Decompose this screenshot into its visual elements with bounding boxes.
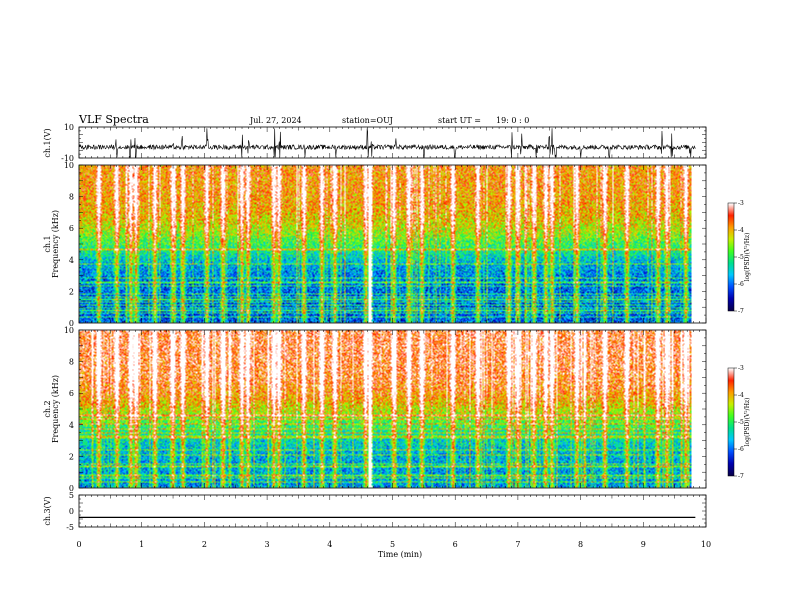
ch2-colorbar-label: log(PSD)(V²/Hz) [744, 398, 751, 447]
ch1-spectrogram-ytick-label: 10 [64, 161, 74, 170]
x-tick-label: 1 [139, 540, 144, 549]
ch2-spectrogram-ylabel-freq: Frequency (kHz) [51, 375, 60, 443]
ch3-waveform-ytick-label: 5 [69, 491, 74, 500]
figure-start-time: 19: 0 : 0 [496, 116, 529, 125]
ch1-colorbar-tick-label: -4 [738, 227, 744, 234]
x-tick-label: 5 [390, 540, 395, 549]
x-tick-label: 8 [578, 540, 583, 549]
ch2-spectrogram-ytick-label: 8 [69, 358, 74, 367]
ch1-waveform-ylabel: ch.1(V) [43, 128, 52, 157]
x-tick-label: 10 [701, 540, 711, 549]
x-tick-label: 6 [453, 540, 458, 549]
ch2-colorbar-tick-label: -3 [738, 365, 744, 372]
ch1-colorbar-tick-label: -7 [738, 308, 744, 315]
ch2-spectrogram-ytick-label: 6 [69, 389, 74, 398]
ch1-colorbar-label: log(PSD)(V²/Hz) [744, 233, 751, 282]
x-tick-label: 2 [202, 540, 207, 549]
figure-date: Jul. 27, 2024 [249, 116, 302, 125]
ch2-colorbar-tick-label: -6 [738, 446, 744, 453]
ch1-colorbar [728, 203, 734, 311]
ch3-waveform-ytick-label: -5 [66, 523, 74, 532]
ch2-spectrogram-image [79, 330, 692, 488]
x-axis-label: Time (min) [378, 550, 422, 559]
ch1-spectrogram-ytick-label: 2 [69, 287, 74, 296]
x-tick-label: 9 [641, 540, 646, 549]
ch1-waveform-line [78, 128, 696, 158]
ch1-waveform-ytick-label: -10 [61, 154, 74, 163]
ch3-waveform-ytick-label: 0 [69, 507, 74, 516]
x-tick-label: 3 [265, 540, 270, 549]
ch2-spectrogram-ytick-label: 2 [69, 452, 74, 461]
ch1-spectrogram-ytick-label: 0 [69, 319, 74, 328]
ch1-colorbar-tick-label: -6 [738, 281, 744, 288]
ch2-colorbar-tick-label: -7 [738, 473, 744, 480]
ch1-colorbar-tick-label: -3 [738, 200, 744, 207]
figure-title: VLF Spectra [78, 113, 149, 126]
ch1-spectrogram-ytick-label: 4 [69, 256, 74, 265]
ch1-spectrogram-ylabel-channel: ch.1 [43, 235, 52, 252]
figure-start-label: start UT = [438, 116, 481, 125]
ch1-waveform-ytick-label: 10 [64, 123, 74, 132]
ch1-spectrogram-ytick-label: 6 [69, 224, 74, 233]
ch1-spectrogram-ytick-label: 8 [69, 193, 74, 202]
ch2-spectrogram-ytick-label: 0 [69, 484, 74, 493]
x-tick-label: 0 [76, 540, 81, 549]
ch2-spectrogram-ytick-label: 4 [69, 421, 74, 430]
x-tick-label: 7 [515, 540, 520, 549]
ch2-spectrogram-ylabel-channel: ch.2 [43, 400, 52, 417]
ch1-spectrogram-image [79, 165, 692, 323]
figure-station: station=OUJ [342, 116, 393, 125]
ch2-colorbar-tick-label: -4 [738, 392, 744, 399]
ch1-colorbar-tick-label: -5 [738, 254, 744, 261]
ch2-spectrogram-ytick-label: 10 [64, 326, 74, 335]
ch1-spectrogram-ylabel-freq: Frequency (kHz) [51, 210, 60, 278]
ch2-colorbar [728, 368, 734, 476]
x-tick-label: 4 [327, 540, 332, 549]
ch2-colorbar-tick-label: -5 [738, 419, 744, 426]
ch3-waveform-ylabel: ch.3(V) [43, 496, 52, 525]
